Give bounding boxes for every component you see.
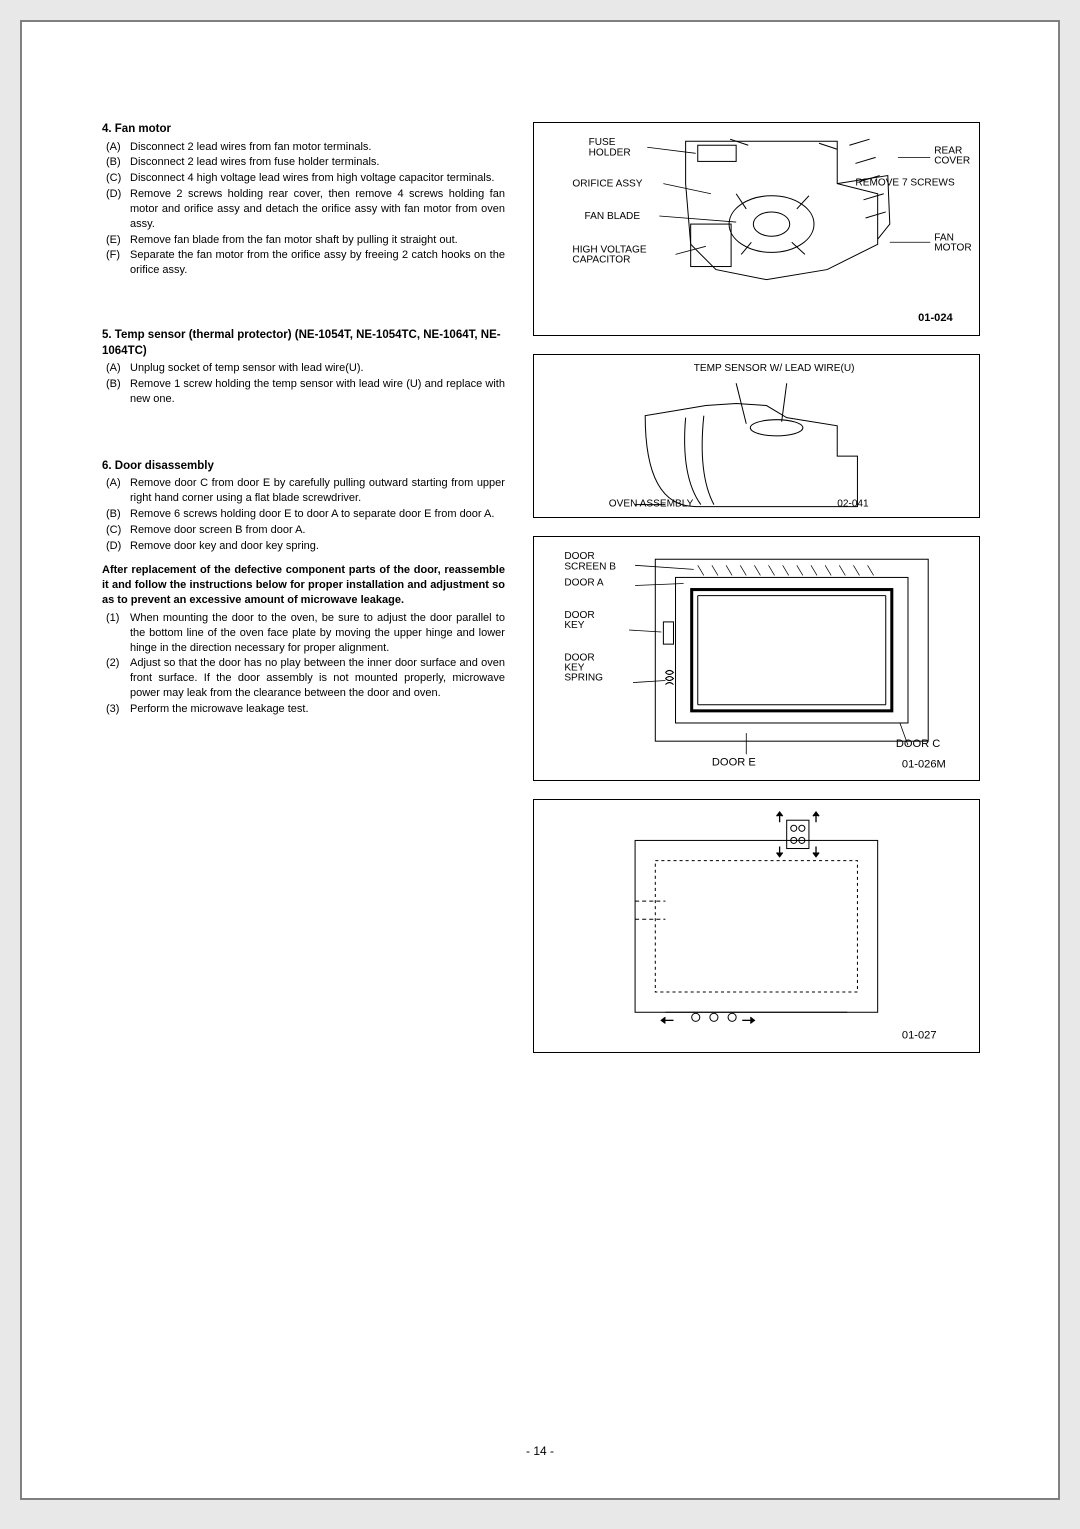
page-number: - 14 - — [22, 1444, 1058, 1458]
diagram-fan-motor: FUSE HOLDER ORIFICE ASSY FAN BLADE HIGH … — [533, 122, 980, 336]
label-door-c: DOOR C — [896, 738, 940, 750]
steps: (A)Unplug socket of temp sensor with lea… — [102, 361, 505, 407]
section-title: 6. Door disassembly — [102, 459, 505, 475]
label-remove-screws: REMOVE 7 SCREWS — [855, 178, 955, 189]
page: 4. Fan motor (A)Disconnect 2 lead wires … — [20, 20, 1060, 1500]
svg-text:MOTOR: MOTOR — [934, 242, 971, 253]
label-fan-blade: FAN BLADE — [584, 211, 640, 222]
diagram-id: 01-026M — [902, 758, 946, 770]
diagram-door: DOOR SCREEN B DOOR A DOOR KEY DOOR KEY S… — [533, 536, 980, 781]
svg-text:CAPACITOR: CAPACITOR — [572, 254, 630, 265]
label-temp-sensor: TEMP SENSOR W/ LEAD WIRE(U) — [694, 363, 855, 374]
diagram-id: 02-041 — [837, 499, 869, 510]
diagram-temp-sensor: TEMP SENSOR W/ LEAD WIRE(U) OVEN ASSEMBL… — [533, 354, 980, 518]
label-door-e: DOOR E — [712, 756, 756, 768]
svg-text:SPRING: SPRING — [564, 673, 603, 684]
diagram-id: 01-027 — [902, 1029, 937, 1041]
diagram-hinge: 01-027 — [533, 799, 980, 1054]
svg-text:SCREEN B: SCREEN B — [564, 561, 616, 572]
section-title: 5. Temp sensor (thermal protector) (NE-1… — [102, 328, 505, 359]
columns: 4. Fan motor (A)Disconnect 2 lead wires … — [102, 122, 978, 1053]
svg-text:KEY: KEY — [564, 620, 584, 631]
steps: (A)Remove door C from door E by carefull… — [102, 476, 505, 553]
svg-text:HOLDER: HOLDER — [589, 147, 631, 158]
diagram-id: 01-024 — [918, 312, 953, 324]
section-temp-sensor: 5. Temp sensor (thermal protector) (NE-1… — [102, 328, 505, 407]
label-door-a: DOOR A — [564, 578, 604, 589]
bold-note: After replacement of the defective compo… — [102, 563, 505, 608]
label-orifice: ORIFICE ASSY — [572, 179, 642, 190]
left-column: 4. Fan motor (A)Disconnect 2 lead wires … — [102, 122, 505, 1053]
svg-text:COVER: COVER — [934, 155, 970, 166]
section-title: 4. Fan motor — [102, 122, 505, 138]
steps: (A)Disconnect 2 lead wires from fan moto… — [102, 140, 505, 279]
steps2: (1)When mounting the door to the oven, b… — [102, 611, 505, 717]
section-fan-motor: 4. Fan motor (A)Disconnect 2 lead wires … — [102, 122, 505, 278]
section-door: 6. Door disassembly (A)Remove door C fro… — [102, 459, 505, 717]
label-oven-assembly: OVEN ASSEMBLY — [609, 499, 694, 510]
right-column: FUSE HOLDER ORIFICE ASSY FAN BLADE HIGH … — [533, 122, 980, 1053]
